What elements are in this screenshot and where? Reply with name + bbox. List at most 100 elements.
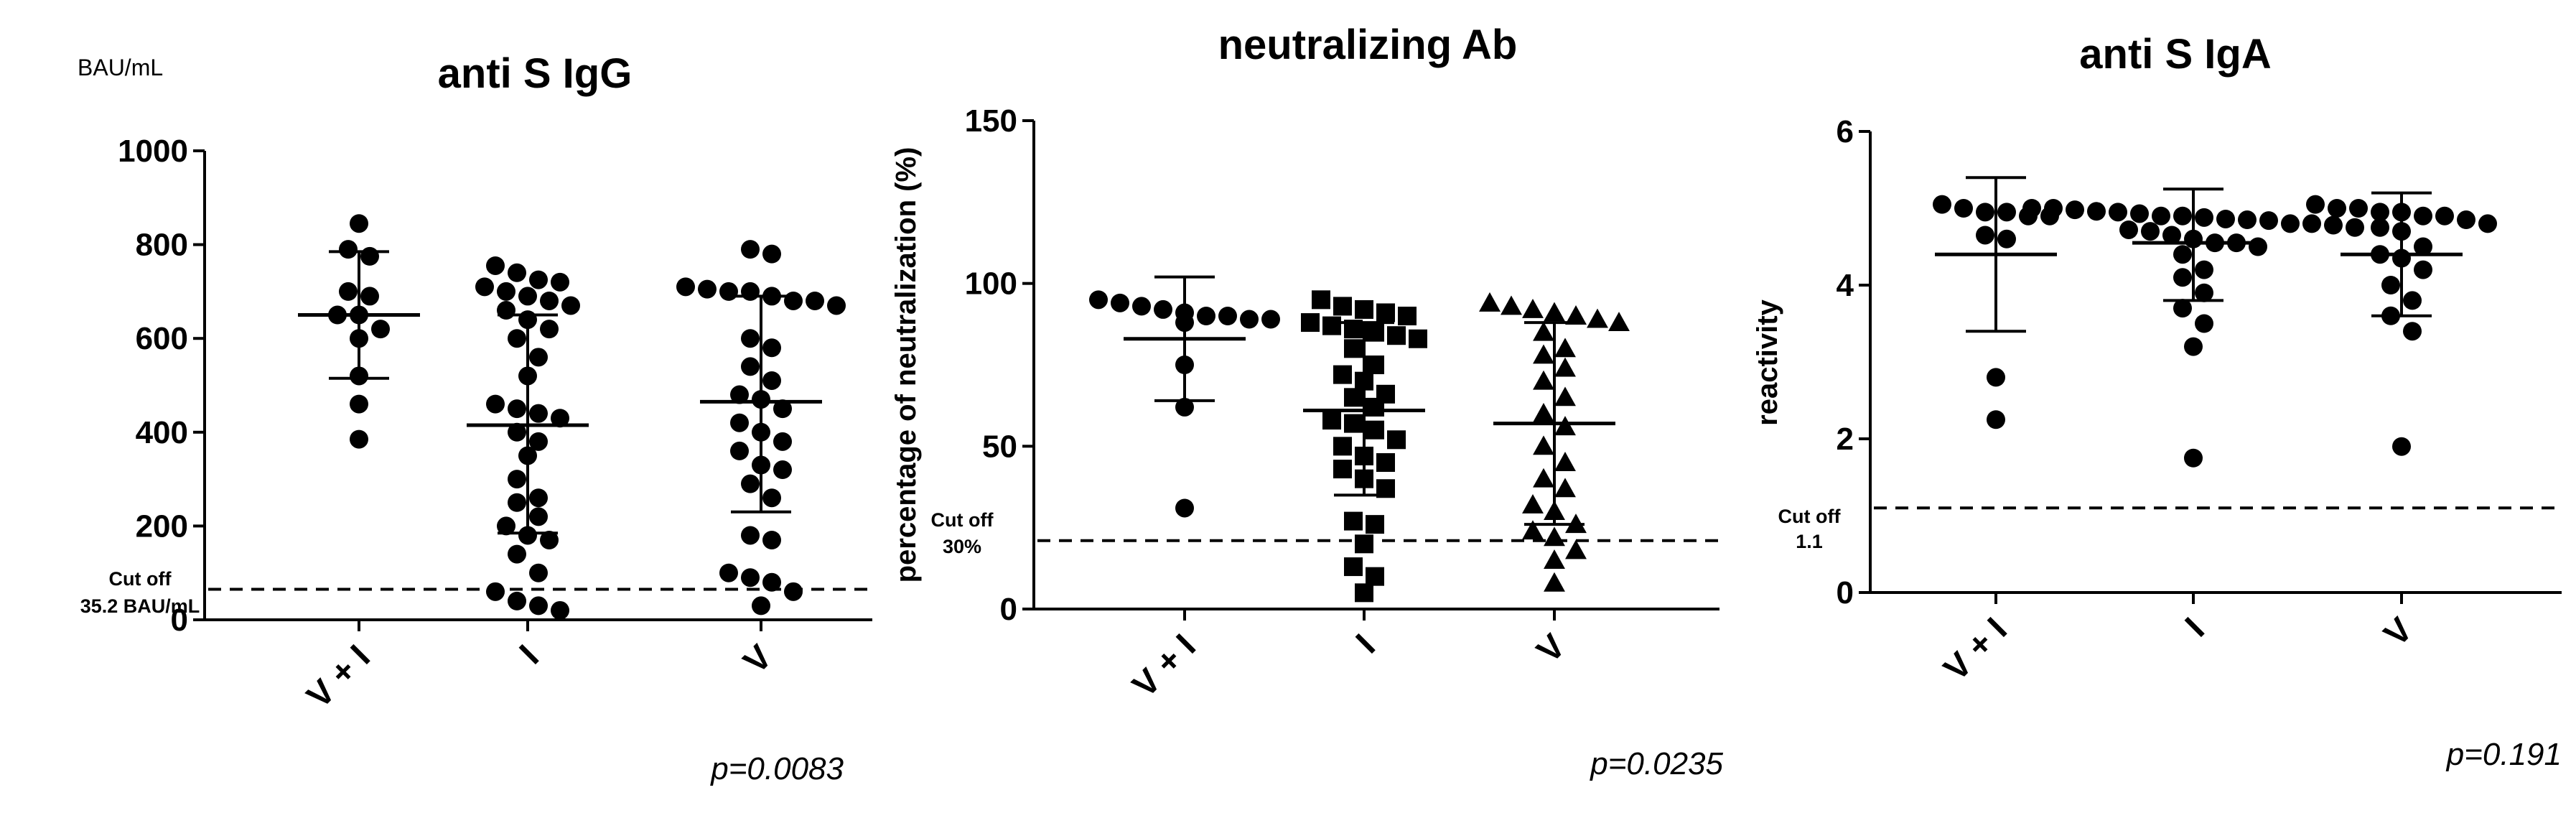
panel2-x-tick-label: V (1530, 627, 1573, 670)
panel3-point-vi (1954, 199, 1973, 218)
panel2-point-vi (1154, 299, 1172, 319)
panel3-point-v (2371, 218, 2389, 237)
panel2-point-v (1533, 468, 1554, 488)
panel3-y-tick-label: 0 (1837, 575, 1854, 610)
panel2-point-vi (1218, 307, 1237, 325)
panel2-point-i (1322, 411, 1341, 430)
panel2-point-i (1355, 534, 1373, 554)
panel2-point-v (1554, 338, 1576, 358)
panel3-point-vi (1987, 368, 2005, 387)
panel2-point-v (1533, 435, 1554, 455)
panel1-point-i (508, 329, 526, 348)
panel1-point-i (551, 600, 569, 620)
panel3-point-i (2066, 200, 2084, 220)
panel3-y-tick-label: 4 (1837, 268, 1854, 303)
panel2-point-v (1554, 478, 1576, 498)
panel2-point-i (1366, 515, 1384, 534)
panel3-point-i (2195, 314, 2213, 333)
panel1-point-vi (339, 240, 358, 259)
panel2-point-v (1554, 452, 1576, 471)
panel1-y-tick-label: 400 (136, 415, 188, 450)
panel3-point-i (2173, 299, 2192, 318)
panel2-point-i (1355, 299, 1373, 319)
panel1-point-i (529, 596, 548, 615)
panel1-point-i (529, 563, 548, 582)
panel1-point-v (741, 526, 760, 545)
panel2-point-i (1387, 326, 1406, 345)
panel2-title: neutralizing Ab (1218, 22, 1518, 68)
panel3-point-v (2306, 195, 2325, 214)
panel3-point-v (2328, 199, 2346, 218)
panel2-point-i (1366, 322, 1384, 342)
panel2-point-i (1301, 313, 1320, 333)
panel1-y-tick-label: 800 (136, 228, 188, 263)
panel2-point-vi (1089, 290, 1108, 310)
panel3-point-v (2371, 203, 2389, 222)
panel3-point-i (2324, 215, 2343, 235)
panel2-point-i (1333, 365, 1352, 384)
panel1-point-i (518, 526, 537, 545)
panel1-point-v (827, 296, 846, 315)
panel2-cutoff-label: Cut off (931, 509, 994, 531)
panel3-point-i (2195, 283, 2213, 302)
panel3-point-i (2249, 237, 2267, 256)
panel2-point-vi (1132, 297, 1151, 316)
panel2-point-i (1333, 437, 1352, 456)
panel1-point-i (529, 348, 548, 367)
panel1-point-vi (360, 287, 379, 306)
panel2-point-vi (1175, 397, 1194, 417)
panel2-point-vi (1111, 293, 1129, 312)
panel2-point-v (1501, 295, 1522, 315)
panel3-point-vi (1987, 410, 2005, 429)
panel1-y-tick-label: 200 (136, 508, 188, 544)
panel1-point-vi (360, 246, 379, 266)
panel3-cutoff-value-label: 1.1 (1796, 531, 1823, 552)
panel3-point-i (2119, 220, 2138, 239)
panel2-point-vi (1175, 498, 1194, 518)
panel3-point-vi (1997, 229, 2016, 248)
panel1-point-v (784, 291, 803, 310)
panel2-point-v (1544, 549, 1565, 569)
panel2-point-vi (1240, 310, 1259, 329)
panel1-point-v (730, 385, 749, 404)
panel1-y-tick-label: 600 (136, 321, 188, 356)
panel1-point-v (762, 530, 781, 549)
panel2-point-i (1376, 453, 1395, 472)
panel1-point-i (508, 544, 526, 564)
panel3-point-v (2435, 206, 2454, 226)
panel1-point-i (486, 394, 505, 414)
panel1-point-i (529, 270, 548, 289)
panel2-point-v (1587, 308, 1608, 328)
panel1-x-tick-label: V (737, 638, 780, 681)
panel1-point-v (762, 371, 781, 390)
panel1-p-value: p=0.0083 (709, 751, 844, 786)
panel1-point-i (508, 493, 526, 512)
panel1-point-i (475, 277, 494, 297)
panel1-point-v (762, 244, 781, 264)
panel3-point-i (2216, 209, 2235, 228)
panel1-point-i (540, 320, 559, 339)
panel2-y-tick-label: 150 (965, 103, 1017, 139)
panel3-point-v (2403, 291, 2422, 310)
panel2-point-i (1366, 397, 1384, 417)
panel3-point-i (2302, 214, 2321, 233)
panel1-point-i (551, 272, 569, 292)
panel3-point-i (2162, 226, 2181, 245)
panel1-point-v (806, 291, 824, 310)
panel2-point-v (1533, 370, 1554, 390)
panel3-y-tick-label: 2 (1837, 422, 1854, 457)
panel3-y-tick-label: 6 (1837, 114, 1854, 149)
panel1-title: anti S IgG (438, 50, 633, 97)
panel1-y-tick-label: 1000 (118, 134, 188, 169)
panel1-point-vi (371, 320, 390, 339)
panel2-point-v (1544, 572, 1565, 592)
panel3-point-v (2414, 237, 2432, 256)
panel2-y-tick-label: 0 (1000, 592, 1017, 627)
panel2-point-v (1554, 357, 1576, 377)
panel2-point-v (1522, 520, 1544, 540)
panel3-title: anti S IgA (2079, 31, 2271, 78)
panel1-cutoff-value-label: 35.2 BAU/mL (80, 595, 200, 617)
panel2-point-i (1366, 567, 1384, 586)
